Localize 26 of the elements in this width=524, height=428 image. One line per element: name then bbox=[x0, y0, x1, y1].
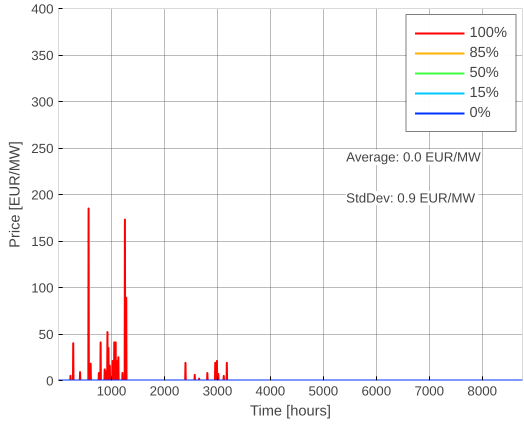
legend-label: 0% bbox=[470, 104, 491, 122]
x-tick-label: 4000 bbox=[256, 384, 286, 398]
y-tick-label: 150 bbox=[31, 234, 54, 249]
y-tick-label: 200 bbox=[31, 188, 54, 202]
y-tick-label: 100 bbox=[31, 280, 54, 296]
y-axis-title: Price [EUR/MW] bbox=[7, 141, 24, 248]
legend-label: 15% bbox=[470, 84, 499, 102]
x-tick-label: 8000 bbox=[467, 384, 498, 398]
y-tick-label: 400 bbox=[31, 2, 54, 16]
x-tick-label: 3000 bbox=[202, 384, 232, 398]
annotation: StdDev: 0.9 EUR/MW bbox=[346, 190, 476, 206]
legend-label: 50% bbox=[470, 64, 499, 82]
y-tick-label: 350 bbox=[31, 48, 54, 63]
x-tick-label: 1000 bbox=[96, 384, 126, 398]
x-tick-label: 6000 bbox=[361, 384, 392, 398]
y-tick-label: 250 bbox=[31, 141, 54, 156]
x-axis-title: Time [hours] bbox=[250, 404, 331, 420]
annotation: Average: 0.0 EUR/MW bbox=[346, 150, 482, 165]
x-tick-label: 5000 bbox=[308, 384, 338, 398]
y-tick-label: 0 bbox=[46, 374, 54, 388]
y-tick-label: 300 bbox=[31, 94, 54, 110]
y-tick-label: 50 bbox=[38, 327, 54, 342]
legend-label: 85% bbox=[470, 44, 499, 62]
x-tick-label: 2000 bbox=[150, 384, 180, 398]
legend-label: 100% bbox=[470, 24, 507, 42]
x-tick-label: 7000 bbox=[414, 384, 444, 398]
